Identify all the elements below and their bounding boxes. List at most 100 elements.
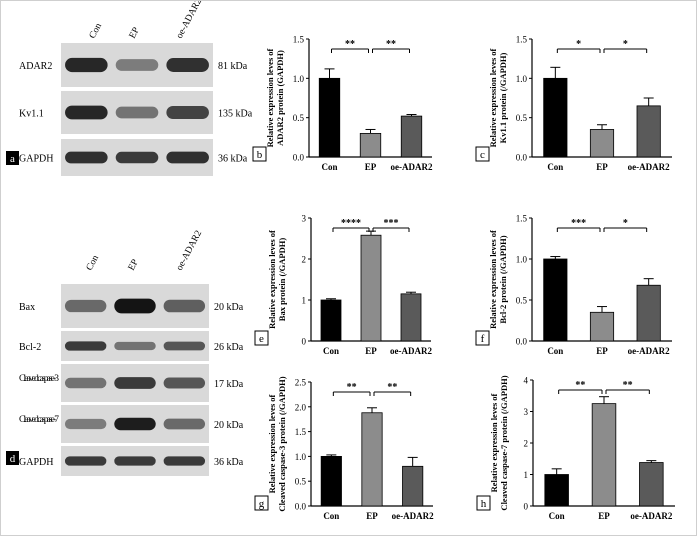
- y-tick-label: 2.0: [295, 402, 307, 412]
- blot-band: [64, 418, 107, 430]
- bar: [544, 474, 569, 507]
- y-axis-label: Bcl-2 protein (/GAPDH): [498, 235, 508, 323]
- y-tick-label: 1.0: [293, 74, 305, 84]
- y-axis-label: Relative expression leves of: [265, 48, 275, 147]
- panel-letter: b: [257, 149, 263, 161]
- blot-band: [114, 298, 156, 314]
- molecular-weight-label: 20 kDa: [214, 420, 244, 431]
- panel-letter: d: [10, 453, 16, 465]
- x-tick-label: oe-ADAR2: [390, 346, 432, 356]
- blot-band: [64, 341, 107, 351]
- lane-label: oe-ADAR2: [175, 229, 205, 273]
- bar: [320, 299, 342, 342]
- molecular-weight-label: 81 kDa: [218, 61, 248, 72]
- molecular-weight-label: 36 kDa: [218, 154, 248, 165]
- y-axis-label: ADAR2 protein (GAPDH): [275, 50, 285, 146]
- x-tick-label: oe-ADAR2: [628, 346, 670, 356]
- y-tick-label: 1.5: [516, 214, 528, 224]
- y-axis-label: Kv1.1 protein (/GAPDH): [498, 52, 508, 143]
- bar: [320, 455, 342, 507]
- significance-label: *: [623, 39, 628, 50]
- y-axis-label: Relative expression leves of: [489, 393, 499, 492]
- blot-band: [64, 299, 107, 313]
- blot-band: [163, 341, 206, 351]
- protein-label: Cleaved caspase-7: [19, 415, 59, 425]
- y-tick-label: 0: [302, 337, 307, 347]
- y-tick-label: 0.0: [516, 153, 528, 163]
- molecular-weight-label: 20 kDa: [214, 302, 244, 313]
- y-axis-label: Cleaved caspase-7 protein (/GAPDH): [499, 375, 509, 510]
- panel-letter-box: [475, 330, 490, 346]
- bar: [318, 77, 341, 158]
- y-tick-label: 4: [524, 376, 529, 386]
- panel-letter-box: [6, 451, 19, 465]
- blot-band: [65, 57, 108, 73]
- bar: [359, 132, 382, 158]
- protein-label: GAPDH: [19, 457, 53, 468]
- y-axis-label: Cleaved caspase-3 protein (/GAPDH): [277, 376, 287, 511]
- significance-label: **: [345, 39, 355, 50]
- x-tick-label: EP: [596, 162, 608, 172]
- protein-label: Cleaved caspase-3: [19, 374, 59, 384]
- blot-band: [115, 106, 159, 119]
- x-tick-label: oe-ADAR2: [391, 162, 433, 172]
- y-tick-label: 2: [524, 439, 529, 449]
- lane-label: EP: [127, 258, 141, 272]
- bar: [543, 77, 568, 158]
- blot-band: [114, 377, 156, 389]
- protein-label: Bcl-2: [19, 342, 41, 353]
- significance-label: **: [575, 380, 585, 391]
- blot-band: [114, 456, 156, 466]
- y-tick-label: 1.0: [516, 74, 528, 84]
- western-blot-a: Con EP oe-ADAR2 ADAR2 81 kDa Kv1.1 135 kDa GAPD…: [6, 0, 253, 176]
- y-tick-label: 1.5: [293, 35, 305, 45]
- panel-letter-box: [6, 151, 19, 165]
- y-axis-label: Bax protein (/GAPDH): [277, 238, 287, 322]
- blot-band: [64, 456, 107, 466]
- significance-label: **: [347, 382, 357, 393]
- x-tick-label: Con: [549, 511, 565, 521]
- y-tick-label: 1: [302, 296, 307, 306]
- blot-band: [163, 456, 206, 466]
- x-tick-label: EP: [596, 346, 608, 356]
- blot-band: [65, 151, 108, 164]
- y-tick-label: 2.5: [295, 378, 307, 388]
- y-tick-label: 0.5: [516, 296, 528, 306]
- x-tick-label: Con: [323, 511, 339, 521]
- lane-label: EP: [128, 26, 142, 40]
- y-axis-label: Relative expression leves of: [488, 230, 498, 329]
- bar: [639, 462, 664, 507]
- y-tick-label: 0.0: [295, 502, 307, 512]
- significance-label: ***: [571, 218, 586, 229]
- bar: [543, 258, 568, 342]
- significance-label: *: [623, 218, 628, 229]
- y-tick-label: 0.0: [516, 337, 528, 347]
- panel-letter: g: [259, 498, 265, 510]
- significance-label: **: [623, 380, 633, 391]
- bar: [589, 311, 615, 342]
- x-tick-label: EP: [598, 511, 610, 521]
- molecular-weight-label: 135 kDa: [218, 109, 253, 120]
- y-tick-label: 1.0: [516, 255, 528, 265]
- y-tick-label: 0.0: [293, 153, 305, 163]
- significance-label: **: [387, 382, 397, 393]
- bar: [360, 234, 382, 342]
- y-axis-label: Relative expression leves of: [488, 48, 498, 147]
- y-axis-label: Relative expression leves of: [267, 230, 277, 329]
- blot-band: [115, 59, 159, 71]
- panel-letter: h: [481, 498, 487, 510]
- x-tick-label: EP: [365, 162, 377, 172]
- molecular-weight-label: 17 kDa: [214, 379, 244, 390]
- y-tick-label: 2: [302, 255, 307, 265]
- blot-band: [115, 151, 159, 164]
- y-tick-label: 0.5: [293, 113, 305, 123]
- blot-band: [166, 58, 209, 72]
- y-tick-label: 3: [524, 407, 529, 417]
- western-blot-d: Con EP oe-ADAR2 Bax 20 kDa Bcl-2 26 kDa Cleaved…: [6, 229, 244, 476]
- panel-letter: f: [481, 333, 485, 345]
- y-tick-label: 1.5: [516, 35, 528, 45]
- blot-band: [163, 377, 206, 389]
- bar: [636, 105, 661, 158]
